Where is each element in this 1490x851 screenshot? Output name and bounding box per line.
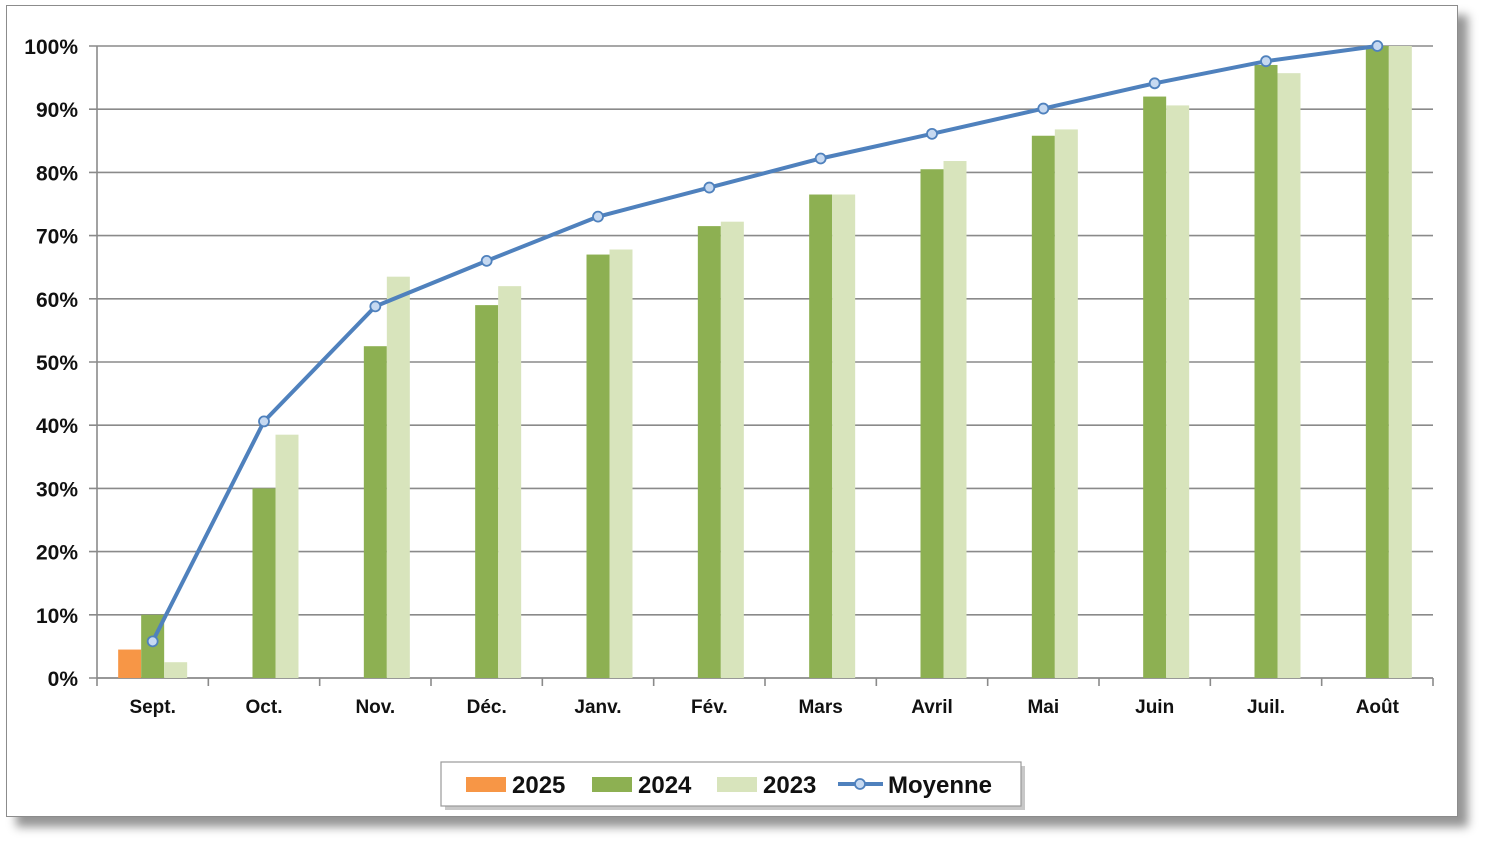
x-tick-label: Janv. xyxy=(574,697,621,718)
bar-2023-1 xyxy=(275,434,299,678)
y-tick-label: 80% xyxy=(36,162,78,185)
point-Moyenne-0 xyxy=(146,635,159,648)
legend-swatch-2025 xyxy=(466,777,506,792)
y-tick-label: 30% xyxy=(36,478,78,501)
bars xyxy=(118,46,1412,679)
x-tick-label: Sept. xyxy=(129,697,175,718)
y-tick-label: 70% xyxy=(36,226,78,249)
y-tick-label: 20% xyxy=(36,542,78,565)
point-Moyenne-4 xyxy=(592,210,604,223)
bar-2023-4 xyxy=(609,249,633,678)
bar-2023-5 xyxy=(720,221,744,679)
bar-2024-1 xyxy=(252,488,276,678)
line-Moyenne xyxy=(150,44,1378,643)
y-tick-label: 100% xyxy=(24,36,78,59)
x-tick-label: Nov. xyxy=(355,697,395,718)
point-Moyenne-7 xyxy=(926,127,938,140)
bar-2023-10 xyxy=(1277,73,1301,678)
legend-marker xyxy=(854,778,866,790)
x-tick-label: Déc. xyxy=(467,697,507,718)
legend-swatch-2023 xyxy=(717,777,757,792)
y-tick-label: 0% xyxy=(48,668,79,691)
x-tick-label: Fév. xyxy=(691,697,728,718)
legend: 2025 2024 2023 Moyenne xyxy=(440,761,1025,810)
bar-2024-9 xyxy=(1143,96,1167,678)
bar-2024-11 xyxy=(1365,46,1389,678)
axes xyxy=(96,46,1434,686)
x-tick-label: Oct. xyxy=(246,697,283,718)
x-tick-label: Juil. xyxy=(1247,697,1285,718)
x-tick-label: Juin xyxy=(1135,697,1174,718)
legend-label-Moyenne: Moyenne xyxy=(888,772,992,799)
x-tick-label: Avril xyxy=(911,697,953,718)
x-tick-label: Mai xyxy=(1027,697,1059,718)
bar-2023-0 xyxy=(164,662,188,678)
x-tick-label: Mars xyxy=(798,697,842,718)
y-axis-ticks: 0% 10% 20% 30% 40% 50% 60% 70% 80% 90% 100% xyxy=(24,36,78,691)
bar-2024-3 xyxy=(475,305,499,678)
point-Moyenne-3 xyxy=(480,254,493,267)
y-tick-label: 50% xyxy=(36,352,78,375)
point-Moyenne-9 xyxy=(1148,77,1161,90)
point-Moyenne-5 xyxy=(703,181,716,194)
point-Moyenne-2 xyxy=(369,300,382,313)
bar-2023-9 xyxy=(1166,105,1190,678)
bar-2024-5 xyxy=(697,226,721,678)
bar-2023-6 xyxy=(832,194,856,678)
point-Moyenne-11 xyxy=(1371,40,1384,52)
bar-2023-11 xyxy=(1388,46,1412,678)
x-axis-ticks: Sept. Oct. Nov. Déc. Janv. Fév. Mars Avril Mai Ju… xyxy=(129,697,1399,718)
bar-2024-8 xyxy=(1031,135,1055,678)
average-line xyxy=(146,40,1384,648)
bar-2023-3 xyxy=(498,286,522,678)
point-Moyenne-10 xyxy=(1260,55,1272,68)
y-tick-label: 10% xyxy=(36,605,78,628)
bar-2024-6 xyxy=(809,194,833,678)
bar-2024-4 xyxy=(586,254,610,678)
bar-2023-7 xyxy=(943,161,967,679)
legend-label-2023: 2023 xyxy=(763,772,816,799)
bar-2024-2 xyxy=(363,346,387,678)
y-tick-label: 60% xyxy=(36,289,78,312)
bar-2023-8 xyxy=(1054,129,1078,678)
point-Moyenne-1 xyxy=(258,415,270,428)
bar-2024-10 xyxy=(1254,64,1278,678)
x-tick-label: Août xyxy=(1356,697,1400,718)
y-tick-label: 90% xyxy=(36,99,78,122)
bar-2023-2 xyxy=(386,276,410,678)
legend-label-2024: 2024 xyxy=(638,772,692,799)
bar-2025-0 xyxy=(118,649,142,678)
point-Moyenne-8 xyxy=(1037,102,1050,115)
legend-label-2025: 2025 xyxy=(512,772,565,799)
point-Moyenne-6 xyxy=(814,152,827,165)
legend-swatch-2024 xyxy=(592,777,632,792)
bar-2024-7 xyxy=(920,169,944,679)
y-tick-label: 40% xyxy=(36,415,78,438)
